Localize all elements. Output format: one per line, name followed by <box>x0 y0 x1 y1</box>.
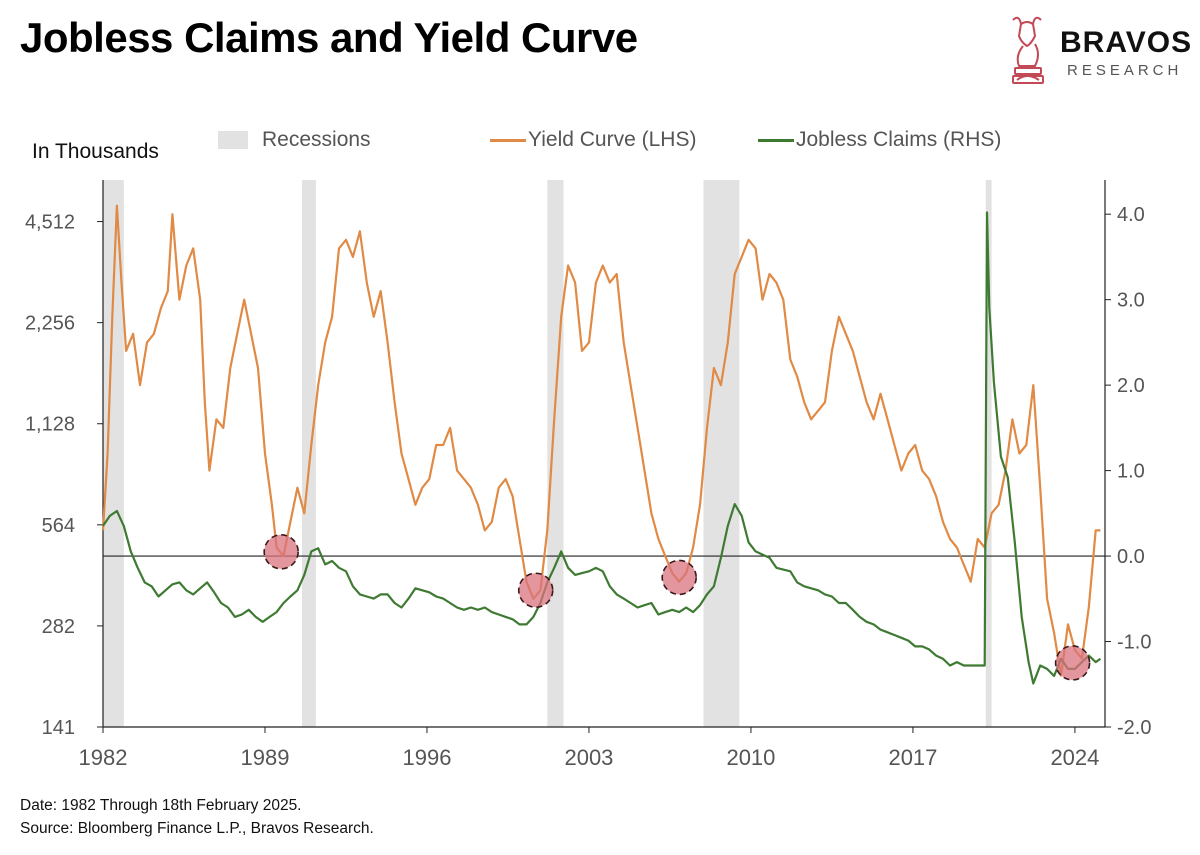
brand-logo-block: BRAVOS RESEARCH <box>1005 10 1193 90</box>
recession-band-3 <box>703 180 740 727</box>
legend-jobless-claims: Jobless Claims (RHS) <box>758 128 1001 152</box>
recession-band-0 <box>103 180 124 727</box>
right-tick-label: -1.0 <box>1117 632 1151 654</box>
x-tick-label: 2024 <box>1050 745 1099 770</box>
footnote-source: Source: Bloomberg Finance L.P., Bravos R… <box>20 820 374 837</box>
legend-recessions-swatch <box>218 131 248 149</box>
x-tick-label: 1982 <box>79 745 128 770</box>
highlight-marker-3 <box>1054 645 1091 681</box>
right-tick-label: 0.0 <box>1117 546 1145 568</box>
left-tick-label: 141 <box>42 717 75 739</box>
right-tick-label: -2.0 <box>1117 717 1151 739</box>
highlight-marker-0 <box>263 533 299 570</box>
right-tick-label: 1.0 <box>1117 461 1145 483</box>
bull-knight-logo-icon <box>1012 16 1044 84</box>
jobless-claims-line <box>102 211 1102 685</box>
right-tick-label: 3.0 <box>1117 290 1145 312</box>
highlight-marker-2 <box>661 559 698 596</box>
legend-jobless-claims-label: Jobless Claims (RHS) <box>796 128 1002 151</box>
x-tick-label: 1989 <box>241 745 290 770</box>
x-tick-label: 2017 <box>888 745 937 770</box>
right-tick-label: 4.0 <box>1117 204 1145 226</box>
right-tick-label: 2.0 <box>1117 375 1145 397</box>
x-tick-label: 2010 <box>726 745 775 770</box>
left-tick-label: 4,512 <box>25 212 75 234</box>
recession-band-4 <box>985 180 992 727</box>
x-tick-label: 2003 <box>564 745 613 770</box>
yield-curve-line <box>101 204 1101 677</box>
recession-band-2 <box>547 180 564 727</box>
chart-title: Jobless Claims and Yield Curve <box>20 14 638 61</box>
legend-jobless-claims-swatch <box>758 138 794 142</box>
legend-yield-curve-label: Yield Curve (LHS) <box>528 128 697 151</box>
legend-yield-curve-swatch <box>490 138 526 142</box>
legend-yield-curve: Yield Curve (LHS) <box>490 128 696 152</box>
x-tick-label: 1996 <box>402 745 451 770</box>
legend-recessions: Recessions <box>218 128 371 152</box>
left-tick-label: 2,256 <box>25 313 75 335</box>
recession-band-1 <box>302 180 316 727</box>
brand-name: BRAVOS <box>1060 26 1193 59</box>
brand-subtitle: RESEARCH <box>1067 62 1183 79</box>
highlight-marker-1 <box>517 572 554 609</box>
legend-recessions-label: Recessions <box>262 128 371 151</box>
left-tick-label: 1,128 <box>25 414 75 436</box>
left-tick-label: 282 <box>42 616 75 638</box>
footnote-date: Date: 1982 Through 18th February 2025. <box>20 797 302 814</box>
left-tick-label: 564 <box>42 515 75 537</box>
left-axis-unit-label: In Thousands <box>32 140 159 163</box>
